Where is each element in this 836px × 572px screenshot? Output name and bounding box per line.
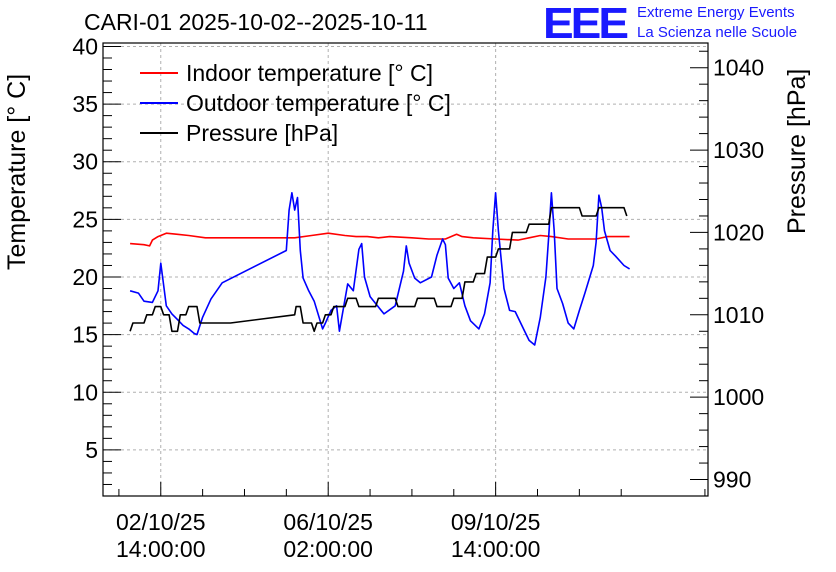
y-tick-label: 30: [72, 149, 98, 175]
legend-item-indoor: Indoor temperature [° C]: [140, 58, 451, 88]
eee-logo-mark: EEE: [543, 0, 629, 48]
logo-line-1: Extreme Energy Events: [637, 4, 795, 21]
legend-label-pressure: Pressure [hPa]: [186, 119, 339, 146]
y2-tick-label: 990: [713, 467, 751, 493]
gridlines: [103, 43, 708, 496]
legend-item-outdoor: Outdoor temperature [° C]: [140, 88, 451, 118]
y-tick-label: 20: [72, 264, 98, 290]
x-tick-label-date: 06/10/25: [283, 509, 373, 535]
y-axis-label-right: Pressure [hPa]: [783, 68, 811, 234]
legend-item-pressure: Pressure [hPa]: [140, 118, 451, 148]
y-axis-label-left: Temperature [° C]: [3, 73, 31, 270]
y2-tick-label: 1020: [713, 219, 764, 245]
legend: Indoor temperature [° C] Outdoor tempera…: [140, 58, 451, 148]
chart-title: CARI-01 2025-10-02--2025-10-11: [84, 9, 428, 35]
y-tick-label: 5: [85, 437, 98, 463]
logo-line-2: La Scienza nelle Scuole: [637, 24, 798, 41]
y-tick-label: 40: [72, 33, 98, 59]
series-line-2: [129, 206, 628, 333]
x-tick-label-time: 14:00:00: [116, 536, 206, 562]
y2-tick-label: 1040: [713, 55, 764, 81]
x-tick-label-time: 02:00:00: [283, 536, 373, 562]
y-tick-label: 25: [72, 206, 98, 232]
series-line-1: [129, 192, 631, 346]
x-tick-label-time: 14:00:00: [451, 536, 541, 562]
y-tick-label: 35: [72, 91, 98, 117]
plot-frame: [102, 42, 709, 497]
eee-logo-text: Extreme Energy Events La Scienza nelle S…: [637, 3, 797, 43]
legend-label-outdoor: Outdoor temperature [° C]: [186, 89, 451, 116]
axis-ticks: [103, 45, 708, 497]
legend-swatch-pressure: [140, 132, 178, 134]
x-tick-label-date: 09/10/25: [451, 509, 541, 535]
y2-tick-label: 1000: [713, 384, 764, 410]
legend-label-indoor: Indoor temperature [° C]: [186, 59, 433, 86]
y-tick-label: 15: [72, 322, 98, 348]
series-lines: [129, 192, 631, 346]
legend-swatch-indoor: [140, 72, 178, 74]
y2-tick-label: 1010: [713, 302, 764, 328]
y-tick-label: 10: [72, 379, 98, 405]
y2-tick-label: 1030: [713, 137, 764, 163]
legend-swatch-outdoor: [140, 102, 178, 104]
series-line-0: [130, 232, 630, 247]
x-tick-label-date: 02/10/25: [116, 509, 206, 535]
tick-labels: 5 10 15 20 25 30 35 40 990 1000 1010 1020 1030 1040 02…: [72, 33, 764, 562]
